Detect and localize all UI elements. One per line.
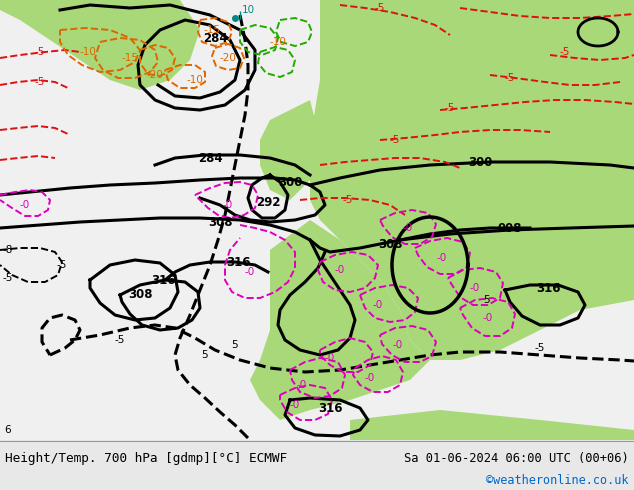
Text: ©weatheronline.co.uk: ©weatheronline.co.uk xyxy=(486,473,629,487)
Text: 300: 300 xyxy=(278,175,302,189)
Text: -5: -5 xyxy=(535,343,545,353)
Text: 5: 5 xyxy=(231,340,238,350)
Text: -10: -10 xyxy=(186,75,204,85)
Text: Height/Temp. 700 hPa [gdmp][°C] ECMWF: Height/Temp. 700 hPa [gdmp][°C] ECMWF xyxy=(5,451,287,465)
Text: 316: 316 xyxy=(226,255,250,269)
Text: 6: 6 xyxy=(4,425,11,435)
Text: -5: -5 xyxy=(35,77,45,87)
Text: -5: -5 xyxy=(115,335,125,345)
Text: -8: -8 xyxy=(3,245,13,255)
Text: -0: -0 xyxy=(245,267,255,277)
Text: -20: -20 xyxy=(146,70,164,80)
Text: -5: -5 xyxy=(375,3,385,13)
Text: 316: 316 xyxy=(536,281,560,294)
Text: 316: 316 xyxy=(151,273,175,287)
Text: -5: -5 xyxy=(445,103,455,113)
Polygon shape xyxy=(260,100,320,200)
Text: -15: -15 xyxy=(122,53,138,63)
Text: -5: -5 xyxy=(343,195,353,205)
Text: -0: -0 xyxy=(403,223,413,233)
Text: 308: 308 xyxy=(378,239,402,251)
Text: -15: -15 xyxy=(204,25,221,35)
Polygon shape xyxy=(250,220,430,420)
Text: -0: -0 xyxy=(393,340,403,350)
Text: -5: -5 xyxy=(35,47,45,57)
Text: -5: -5 xyxy=(3,273,13,283)
Text: 284: 284 xyxy=(198,151,223,165)
Text: -0: -0 xyxy=(335,265,345,275)
Polygon shape xyxy=(0,0,200,90)
Text: 10: 10 xyxy=(242,5,255,15)
Text: -0: -0 xyxy=(373,300,383,310)
Text: -20: -20 xyxy=(219,53,236,63)
Text: 308: 308 xyxy=(208,216,232,228)
Text: Sa 01-06-2024 06:00 UTC (00+06): Sa 01-06-2024 06:00 UTC (00+06) xyxy=(404,451,629,465)
Text: 292: 292 xyxy=(256,196,280,209)
Text: 5: 5 xyxy=(202,350,209,360)
Text: -5: -5 xyxy=(505,73,515,83)
Text: -0: -0 xyxy=(297,380,307,390)
Text: 316: 316 xyxy=(318,401,342,415)
Text: 008: 008 xyxy=(498,221,522,235)
Text: -0: -0 xyxy=(365,373,375,383)
Text: -0: -0 xyxy=(20,200,30,210)
Text: 308: 308 xyxy=(127,289,152,301)
Polygon shape xyxy=(350,410,634,440)
Text: 300: 300 xyxy=(468,155,492,169)
Text: -0: -0 xyxy=(223,200,233,210)
Text: -10: -10 xyxy=(79,47,96,57)
Text: -5: -5 xyxy=(390,135,400,145)
Text: -5: -5 xyxy=(560,47,570,57)
Polygon shape xyxy=(310,0,634,360)
Text: -0: -0 xyxy=(325,353,335,363)
Text: 5: 5 xyxy=(484,295,490,305)
Text: -10: -10 xyxy=(269,37,287,47)
Text: -5: -5 xyxy=(57,260,67,270)
Text: -0: -0 xyxy=(483,313,493,323)
Text: 284: 284 xyxy=(203,31,228,45)
Text: -0: -0 xyxy=(437,253,447,263)
Text: -0: -0 xyxy=(470,283,480,293)
Text: -0: -0 xyxy=(290,400,300,410)
